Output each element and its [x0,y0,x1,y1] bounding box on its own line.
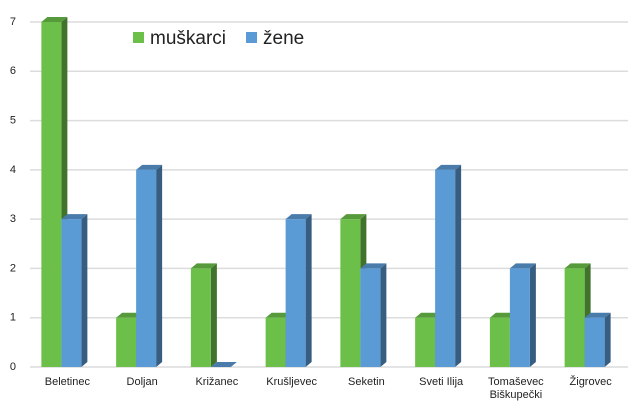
bar-side [604,312,611,367]
bar [136,169,157,367]
bar-group [509,263,536,367]
bar-side [305,214,312,367]
bar-group [285,214,312,367]
y-tick-label: 0 [10,361,16,373]
bar-group [210,362,237,367]
bar [190,268,211,367]
bar-top [435,164,462,170]
bar-top [509,263,536,269]
bar [360,268,381,367]
bar [340,219,361,367]
bar-top [265,312,292,318]
x-tick-label: Križanec [195,376,239,388]
bar [61,219,82,367]
bar [435,169,456,367]
bar [415,317,436,367]
bar [584,317,605,367]
bar-top [285,214,312,220]
bar-top [360,263,387,269]
bar-group [360,263,387,367]
legend-swatch [246,32,258,43]
bar [41,22,62,367]
bar [285,219,306,367]
bar-top [415,312,442,318]
x-tick-label: Krušljevec [266,376,317,388]
legend-swatch [133,32,144,43]
x-tick-label: Beletinec [44,376,90,388]
bar-top [116,312,143,318]
bar [489,317,510,367]
y-tick-label: 6 [10,65,16,77]
bar-top [489,312,516,318]
bar-side [156,164,163,367]
x-tick-label: Tomaševec Biškupečki [488,376,544,401]
bar-side [380,263,387,367]
bar-side [529,263,536,367]
bar [265,317,286,367]
bar-top [41,17,68,22]
y-tick-label: 3 [10,213,16,225]
bar-top [340,214,367,220]
bar-group [435,164,462,367]
x-tick-label: Doljan [126,376,158,388]
y-tick-label: 1 [10,312,16,324]
bar-top [584,312,611,318]
y-tick-label: 7 [10,16,16,28]
bar-group [584,312,611,367]
bar-top [61,214,88,220]
bar [564,268,585,367]
x-tick-label: Sveti Ilija [419,376,464,388]
bar-group [61,214,88,367]
bar-top [190,263,217,269]
legend-label: muškarci [150,28,226,49]
bar-top [210,362,237,367]
bar [116,317,137,367]
x-tick-label: Seketin [348,376,385,388]
x-tick-label: Žigrovec [569,376,612,388]
bar-side [81,214,88,367]
bar-top [136,164,163,170]
y-tick-label: 5 [10,114,16,126]
bar-top [564,263,591,269]
legend-label: žene [263,28,304,49]
y-tick-label: 2 [10,262,16,274]
bar-group [190,263,217,367]
bar-side [455,164,462,367]
bar-group [136,164,163,367]
y-tick-label: 4 [10,164,16,176]
bar [509,268,530,367]
bar-side [210,263,217,367]
